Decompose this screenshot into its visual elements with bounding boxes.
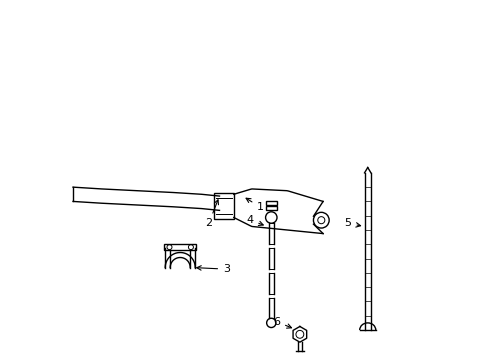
- Text: 6: 6: [273, 317, 291, 328]
- Text: 3: 3: [196, 264, 229, 274]
- Text: 5: 5: [344, 219, 360, 229]
- Text: 1: 1: [245, 198, 264, 212]
- Text: 2: 2: [205, 200, 218, 229]
- Text: 4: 4: [246, 215, 263, 225]
